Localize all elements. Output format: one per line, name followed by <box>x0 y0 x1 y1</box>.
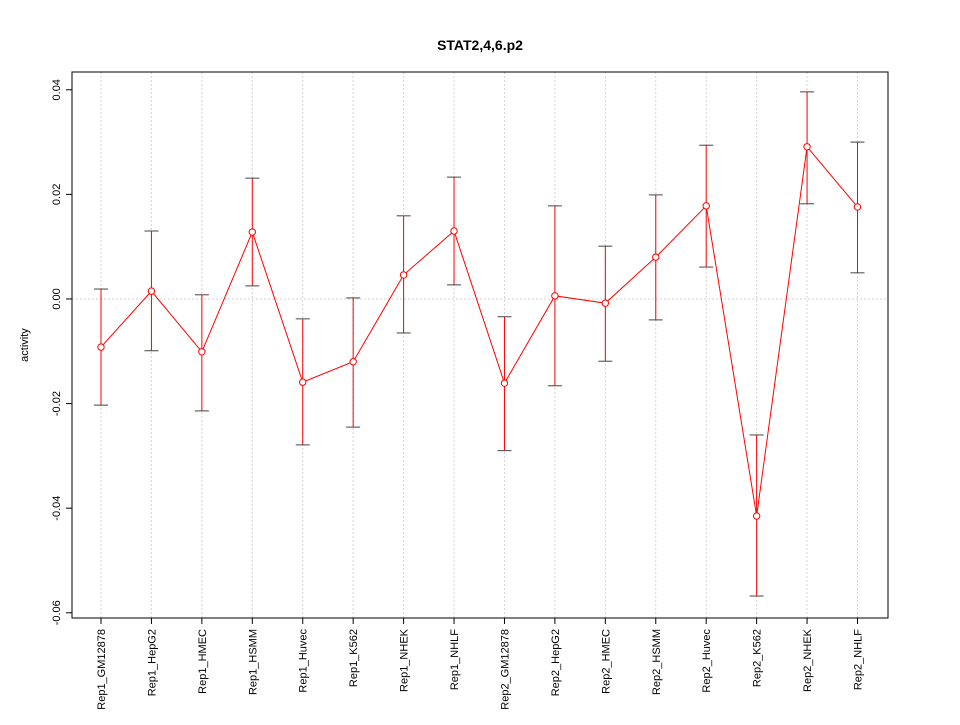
data-point <box>551 292 559 300</box>
x-tick-label: Rep1_NHEK <box>399 628 411 692</box>
plot-frame <box>71 71 889 619</box>
data-point <box>147 287 156 295</box>
x-tick-label: Rep2_GM12878 <box>499 629 511 710</box>
data-point <box>399 271 408 279</box>
data-point <box>500 379 509 387</box>
y-tick-label: 0.04 <box>51 79 63 100</box>
data-point <box>853 203 862 211</box>
x-tick-label: Rep2_HepG2 <box>550 629 562 696</box>
y-tick-label: 0.02 <box>51 184 63 205</box>
y-tick-label: -0.04 <box>51 496 63 521</box>
x-tick-label: Rep1_NHLF <box>449 629 461 690</box>
y-tick-label: 0.00 <box>51 288 63 309</box>
data-point <box>97 343 105 351</box>
chart-title: STAT2,4,6.p2 <box>437 37 523 53</box>
y-tick-label: -0.06 <box>51 600 63 625</box>
series-polyline <box>100 145 858 517</box>
data-point <box>198 348 206 356</box>
data-point <box>349 358 357 366</box>
data-point <box>450 227 458 235</box>
data-point <box>601 299 610 307</box>
error-bars <box>94 91 865 597</box>
data-point <box>248 228 257 236</box>
data-point <box>752 512 761 520</box>
x-tick-label: Rep2_NHLF <box>853 629 865 690</box>
y-axis: -0.06 -0.04 -0.02 0.00 0.02 0.04 <box>51 79 73 625</box>
x-tick-label: Rep1_GM12878 <box>96 629 108 710</box>
grid <box>72 72 888 618</box>
x-tick-label: Rep1_HepG2 <box>146 629 158 696</box>
x-tick-label: Rep1_K562 <box>348 629 360 687</box>
series-line <box>100 145 858 517</box>
x-tick-label: Rep2_HSMM <box>651 629 663 695</box>
data-points <box>97 143 862 520</box>
x-tick-label: Rep2_HMEC <box>600 629 612 694</box>
x-tick-label: Rep2_NHEK <box>802 628 814 692</box>
x-tick-label: Rep2_K562 <box>752 629 764 687</box>
y-tick-label: -0.02 <box>51 391 63 416</box>
x-tick-label: Rep2_Huvec <box>701 629 713 693</box>
x-tick-label: Rep1_HSMM <box>247 629 259 695</box>
x-tick-label: Rep1_HMEC <box>197 629 209 694</box>
data-point <box>803 143 811 151</box>
x-axis: Rep1_GM12878 Rep1_HepG2 Rep1_HMEC Rep1_HSMM… <box>96 617 865 710</box>
x-tick-label: Rep1_Huvec <box>298 629 310 693</box>
y-axis-label: activity <box>19 328 31 362</box>
data-point <box>299 378 307 386</box>
data-point <box>702 202 710 210</box>
data-point <box>652 253 660 261</box>
